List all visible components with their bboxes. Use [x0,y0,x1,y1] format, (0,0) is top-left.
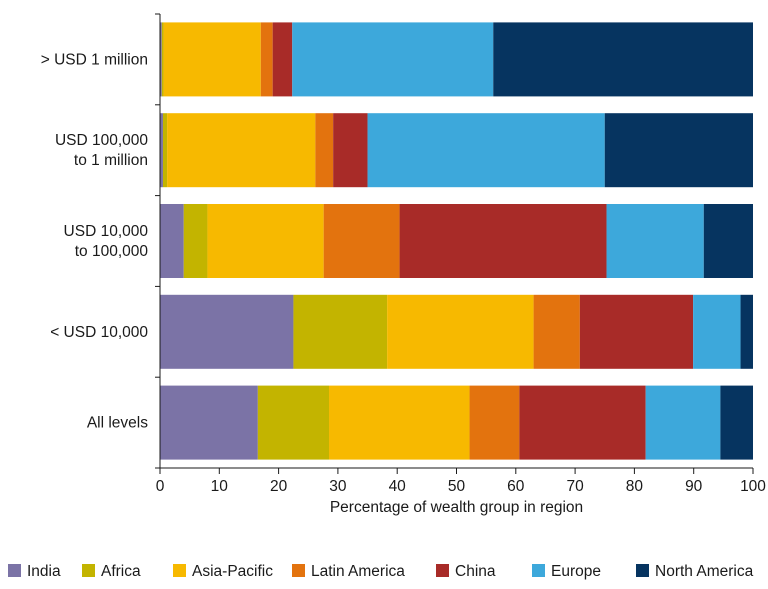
bar-segment-asia-pacific [207,204,324,278]
bar-segment-europe [292,22,494,97]
bar-segment-europe [367,113,605,188]
bar-segment-europe [606,204,704,278]
bar-segment-north-america [604,113,753,188]
x-tick-label: 90 [685,478,703,495]
category-label: USD 10,000 [64,223,149,240]
bar-segment-china [399,204,607,278]
bar-segment-asia-pacific [163,22,261,97]
bar-segment-europe [645,385,721,460]
bar-segment-africa [183,204,208,278]
bar-segment-india [160,113,163,188]
x-tick-label: 100 [740,478,766,495]
bar-segment-asia-pacific [387,294,534,369]
x-tick-label: 60 [507,478,525,495]
bar-segment-asia-pacific [329,385,470,460]
legend-swatch-asia-pacific [173,564,186,577]
bar-segment-latin-america [533,294,580,369]
legend-swatch-europe [532,564,545,577]
bar-segment-africa [161,22,164,97]
x-tick-label: 40 [389,478,407,495]
legend-label: China [455,563,496,580]
category-label: < USD 10,000 [50,324,148,341]
bar-segment-india [160,294,294,369]
x-tick-label: 80 [626,478,644,495]
bar-segment-china [333,113,368,188]
bar-segment-latin-america [315,113,334,188]
x-tick-label: 20 [270,478,288,495]
bar-segment-india [160,204,184,278]
bar-segment-china [272,22,293,97]
bar-segment-latin-america [260,22,273,97]
bar-segment-china [579,294,694,369]
x-tick-label: 10 [211,478,229,495]
bar-segment-north-america [740,294,753,369]
category-label: All levels [87,415,148,432]
bar-segment-asia-pacific [167,113,316,188]
category-label: USD 100,000 [55,132,148,149]
legend-label: Latin America [311,563,405,580]
bar-segment-india [160,385,258,460]
legend-label: Europe [551,563,601,580]
bar-segment-latin-america [323,204,400,278]
legend-label: Asia-Pacific [192,563,273,580]
x-tick-label: 30 [329,478,347,495]
bar-segment-europe [693,294,741,369]
legend-label: Africa [101,563,141,580]
category-label: to 1 million [74,152,148,169]
bar-segment-north-america [493,22,753,97]
legend-swatch-africa [82,564,95,577]
x-axis-title: Percentage of wealth group in region [330,499,583,516]
legend-swatch-india [8,564,21,577]
bar-segment-africa [257,385,330,460]
bar-segment-north-america [703,204,753,278]
legend-swatch-latin-america [292,564,305,577]
bar-segment-africa [293,294,388,369]
legend-label: India [27,563,61,580]
bar-segment-africa [162,113,168,188]
legend-swatch-north-america [636,564,649,577]
category-label: to 100,000 [75,243,149,260]
bar-segment-india [160,22,162,97]
category-label: > USD 1 million [41,51,148,68]
legend-label: North America [655,563,754,580]
bar-segment-latin-america [469,385,520,460]
x-tick-label: 0 [156,478,165,495]
bar-segment-china [519,385,646,460]
x-tick-label: 50 [448,478,466,495]
legend-swatch-china [436,564,449,577]
bar-segment-north-america [720,385,753,460]
x-tick-label: 70 [566,478,584,495]
